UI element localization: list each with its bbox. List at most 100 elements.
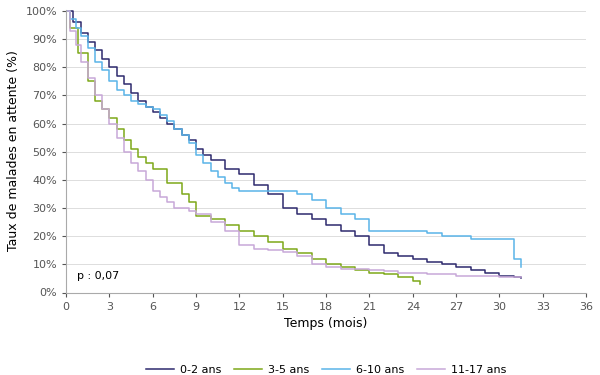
0-2 ans — [510, 275, 517, 279]
6-10 ans — [395, 228, 402, 233]
3-5 ans — [135, 155, 142, 160]
6-10 ans — [221, 180, 229, 185]
Y-axis label: Taux de malades en attente (%): Taux de malades en attente (%) — [7, 51, 20, 252]
0-2 ans — [467, 268, 474, 272]
0-2 ans — [193, 147, 200, 151]
11-17 ans — [279, 249, 286, 254]
0-2 ans — [164, 121, 171, 126]
0-2 ans — [200, 152, 207, 157]
3-5 ans — [178, 192, 185, 196]
11-17 ans — [193, 211, 200, 216]
6-10 ans — [200, 161, 207, 165]
11-17 ans — [236, 242, 243, 247]
6-10 ans — [366, 228, 373, 233]
11-17 ans — [171, 206, 178, 210]
11-17 ans — [380, 269, 388, 274]
0-2 ans — [265, 192, 272, 196]
6-10 ans — [308, 197, 315, 202]
11-17 ans — [308, 262, 315, 267]
0-2 ans — [481, 270, 488, 275]
6-10 ans — [323, 206, 330, 210]
6-10 ans — [424, 231, 431, 236]
6-10 ans — [106, 79, 113, 84]
11-17 ans — [496, 275, 503, 279]
3-5 ans — [323, 262, 330, 267]
6-10 ans — [135, 102, 142, 106]
11-17 ans — [67, 28, 74, 33]
6-10 ans — [178, 133, 185, 137]
3-5 ans — [380, 272, 388, 276]
11-17 ans — [221, 228, 229, 233]
6-10 ans — [214, 175, 221, 179]
11-17 ans — [352, 266, 359, 271]
6-10 ans — [157, 113, 164, 117]
0-2 ans — [98, 57, 106, 61]
0-2 ans — [517, 276, 524, 280]
6-10 ans — [164, 118, 171, 123]
0-2 ans — [157, 116, 164, 120]
0-2 ans — [308, 217, 315, 222]
11-17 ans — [178, 206, 185, 210]
0-2 ans — [121, 82, 128, 86]
11-17 ans — [98, 107, 106, 112]
3-5 ans — [308, 256, 315, 261]
3-5 ans — [279, 247, 286, 251]
11-17 ans — [113, 135, 120, 140]
0-2 ans — [352, 234, 359, 238]
6-10 ans — [496, 237, 503, 241]
3-5 ans — [395, 275, 402, 279]
6-10 ans — [142, 104, 149, 109]
11-17 ans — [142, 178, 149, 182]
6-10 ans — [113, 87, 120, 92]
0-2 ans — [366, 242, 373, 247]
0-2 ans — [496, 273, 503, 278]
6-10 ans — [293, 192, 301, 196]
6-10 ans — [452, 234, 460, 238]
3-5 ans — [128, 147, 135, 151]
3-5 ans — [84, 79, 91, 84]
3-5 ans — [113, 127, 120, 131]
3-5 ans — [121, 138, 128, 143]
0-2 ans — [91, 48, 98, 52]
6-10 ans — [149, 107, 157, 112]
3-5 ans — [149, 166, 157, 171]
6-10 ans — [380, 228, 388, 233]
3-5 ans — [62, 9, 70, 13]
11-17 ans — [517, 275, 524, 279]
11-17 ans — [424, 272, 431, 276]
0-2 ans — [62, 9, 70, 13]
0-2 ans — [380, 251, 388, 255]
6-10 ans — [77, 34, 84, 39]
3-5 ans — [193, 214, 200, 219]
3-5 ans — [74, 51, 82, 56]
0-2 ans — [106, 65, 113, 69]
3-5 ans — [250, 234, 257, 238]
6-10 ans — [510, 256, 517, 261]
11-17 ans — [91, 93, 98, 98]
6-10 ans — [207, 169, 214, 174]
3-5 ans — [164, 180, 171, 185]
0-2 ans — [142, 104, 149, 109]
6-10 ans — [67, 17, 74, 22]
11-17 ans — [366, 268, 373, 272]
0-2 ans — [113, 74, 120, 78]
11-17 ans — [121, 150, 128, 154]
3-5 ans — [142, 161, 149, 165]
6-10 ans — [438, 234, 445, 238]
11-17 ans — [77, 59, 84, 64]
X-axis label: Temps (mois): Temps (mois) — [284, 317, 368, 330]
3-5 ans — [185, 200, 193, 205]
0-2 ans — [250, 183, 257, 188]
3-5 ans — [265, 240, 272, 244]
0-2 ans — [185, 138, 193, 143]
6-10 ans — [121, 93, 128, 98]
3-5 ans — [91, 99, 98, 103]
11-17 ans — [135, 169, 142, 174]
0-2 ans — [135, 99, 142, 103]
3-5 ans — [366, 270, 373, 275]
Line: 3-5 ans: 3-5 ans — [66, 11, 420, 284]
0-2 ans — [293, 211, 301, 216]
6-10 ans — [265, 189, 272, 194]
6-10 ans — [517, 265, 524, 269]
0-2 ans — [323, 223, 330, 227]
